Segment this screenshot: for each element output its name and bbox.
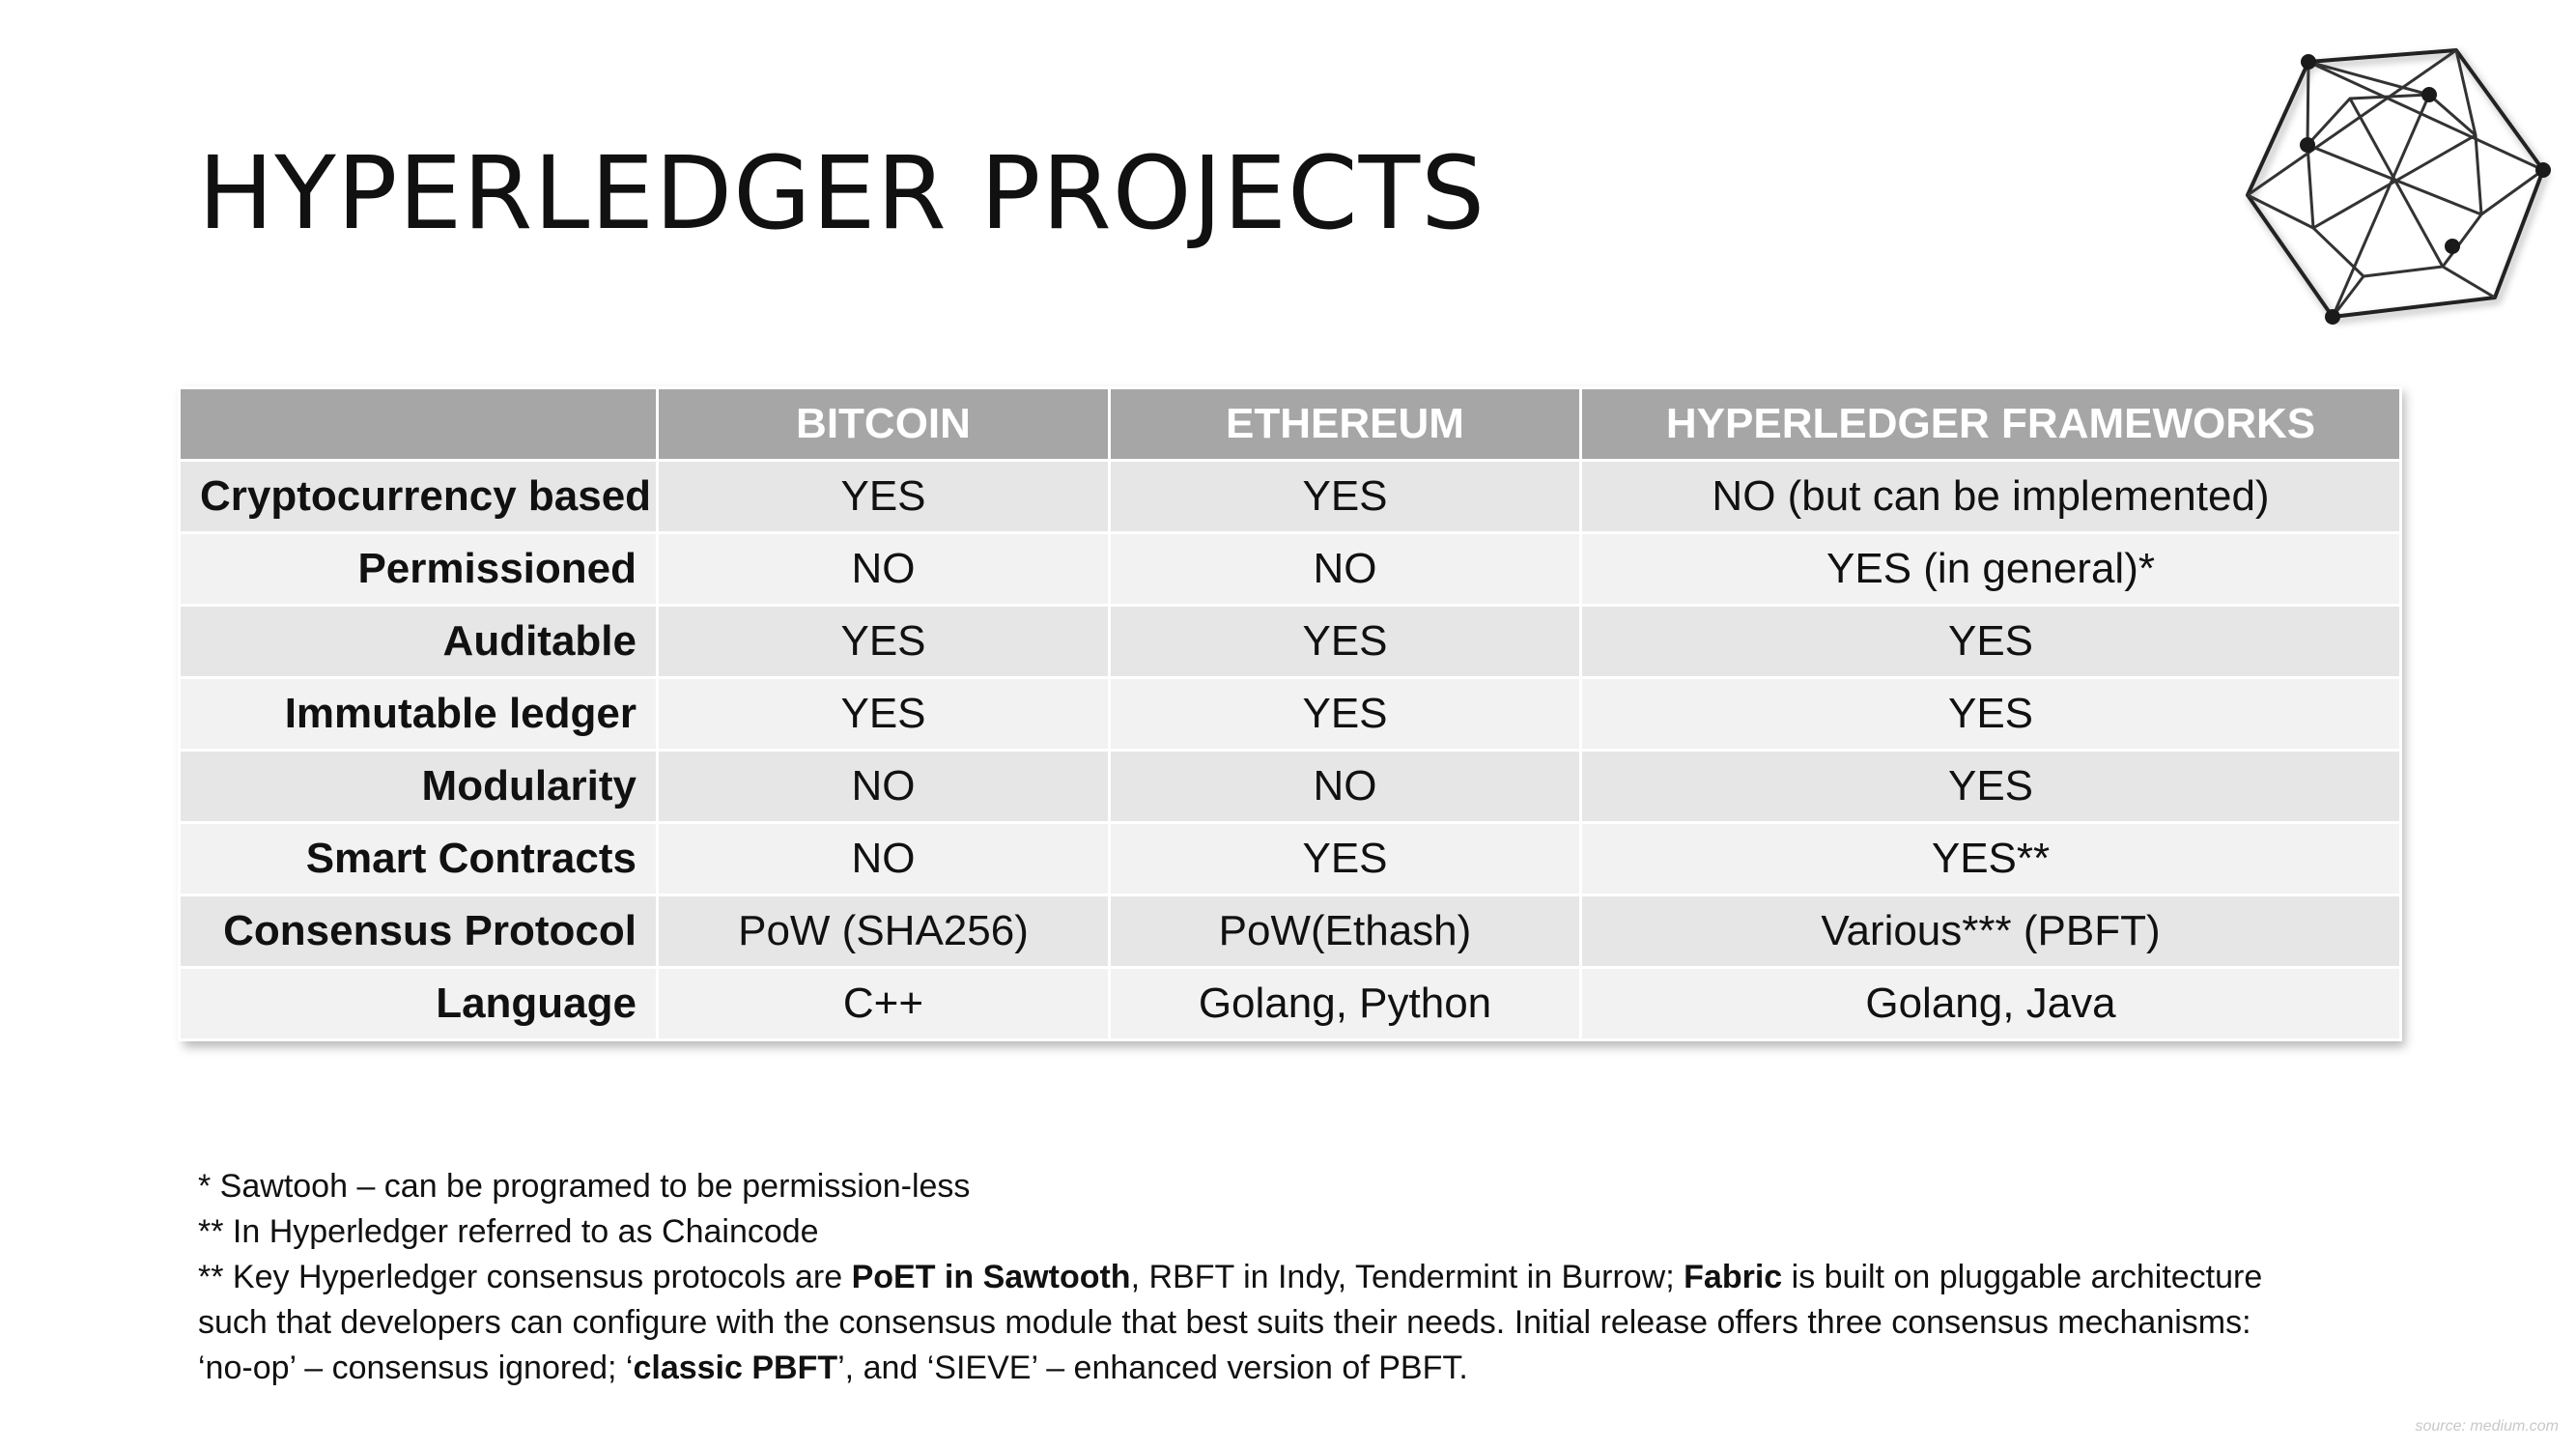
cell-ethereum: NO [1108,531,1582,607]
footnote-3-final: ‘no-op’ – consensus ignored; ‘classic PB… [198,1346,2262,1391]
footnote-final-text-2: ’, and ‘SIEVE’ – enhanced version of PBF… [837,1350,1468,1386]
footnote-3: ** Key Hyperledger consensus protocols a… [198,1255,2262,1300]
cell-bitcoin: NO [656,749,1111,824]
cell-hyperledger: YES [1579,749,2402,824]
cell-hyperledger: YES (in general)* [1579,531,2402,607]
table-row: Auditable YES YES YES [178,604,2402,679]
cell-ethereum: NO [1108,749,1582,824]
row-label: Modularity [178,749,659,824]
row-label: Consensus Protocol [178,894,659,969]
footnote-final-text-1: ‘no-op’ – consensus ignored; ‘ [198,1350,634,1386]
cell-hyperledger: Various*** (PBFT) [1579,894,2402,969]
cell-ethereum: YES [1108,459,1582,534]
footnote-3-text-1: ** Key Hyperledger consensus protocols a… [198,1259,852,1295]
cell-bitcoin: NO [656,531,1111,607]
table-header-row: BITCOIN ETHEREUM HYPERLEDGER FRAMEWORKS [178,386,2402,462]
header-bitcoin: BITCOIN [656,386,1111,462]
source-credit: source: medium.com [2415,1418,2560,1435]
cell-bitcoin: YES [656,676,1111,752]
cell-bitcoin: NO [656,821,1111,896]
cell-hyperledger: Golang, Java [1579,966,2402,1041]
table-row: Cryptocurrency based YES YES NO (but can… [178,459,2402,534]
cell-ethereum: YES [1108,821,1582,896]
table-row: Smart Contracts NO YES YES** [178,821,2402,896]
row-label: Permissioned [178,531,659,607]
row-label: Immutable ledger [178,676,659,752]
footnote-3-continued: such that developers can configure with … [198,1304,2251,1341]
table-row: Language C++ Golang, Python Golang, Java [178,966,2402,1041]
footnote-3-bold-fabric: Fabric [1684,1259,1783,1295]
row-label: Language [178,966,659,1041]
footnote-3-text-3: is built on pluggable architecture [1782,1259,2263,1295]
footnote-1: * Sawtooh – can be programed to be permi… [198,1168,971,1205]
row-label: Auditable [178,604,659,679]
header-hyperledger: HYPERLEDGER FRAMEWORKS [1579,386,2402,462]
row-label: Smart Contracts [178,821,659,896]
table-row: Permissioned NO NO YES (in general)* [178,531,2402,607]
table-row: Immutable ledger YES YES YES [178,676,2402,752]
cell-bitcoin: YES [656,604,1111,679]
cell-hyperledger: YES** [1579,821,2402,896]
cell-hyperledger: NO (but can be implemented) [1579,459,2402,534]
footnote-3-bold-poet: PoET in Sawtooth [851,1259,1131,1295]
cell-ethereum: Golang, Python [1108,966,1582,1041]
cell-bitcoin: PoW (SHA256) [656,894,1111,969]
footnotes: * Sawtooh – can be programed to be permi… [198,1164,2262,1391]
header-blank [178,386,659,462]
slide-title: HYPERLEDGER PROJECTS [198,134,1486,252]
footnote-final-bold-pbft: classic PBFT [633,1350,838,1386]
hyperledger-hexagon-logo-icon [2236,39,2564,338]
cell-hyperledger: YES [1579,604,2402,679]
cell-ethereum: PoW(Ethash) [1108,894,1582,969]
cell-bitcoin: C++ [656,966,1111,1041]
header-ethereum: ETHEREUM [1108,386,1582,462]
comparison-table: BITCOIN ETHEREUM HYPERLEDGER FRAMEWORKS … [178,386,2402,1041]
footnote-2: ** In Hyperledger referred to as Chainco… [198,1213,819,1250]
table-row: Consensus Protocol PoW (SHA256) PoW(Etha… [178,894,2402,969]
cell-hyperledger: YES [1579,676,2402,752]
cell-bitcoin: YES [656,459,1111,534]
row-label: Cryptocurrency based [178,459,659,534]
comparison-table-container: BITCOIN ETHEREUM HYPERLEDGER FRAMEWORKS … [178,386,2402,1041]
cell-ethereum: YES [1108,604,1582,679]
footnote-3-text-2: , RBFT in Indy, Tendermint in Burrow; [1130,1259,1684,1295]
table-row: Modularity NO NO YES [178,749,2402,824]
cell-ethereum: YES [1108,676,1582,752]
